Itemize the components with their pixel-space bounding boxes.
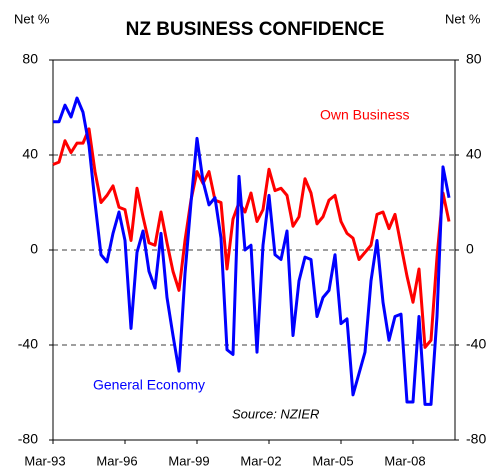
y2-tick-label: 80: [466, 51, 482, 67]
x-tick-label: Mar-99: [168, 453, 209, 468]
y2-tick-label: 0: [466, 241, 474, 257]
y2-tick-label: -40: [466, 336, 486, 352]
series-line: [52, 127, 451, 349]
series-label: Own Business: [320, 107, 409, 123]
y-tick-label: 80: [22, 51, 38, 67]
source-note: Source: NZIER: [232, 406, 319, 421]
x-tick-label: Mar-96: [96, 453, 137, 468]
y-tick-label: 40: [22, 146, 38, 162]
y-tick-label: -40: [18, 336, 38, 352]
x-tick-label: Mar-02: [240, 453, 281, 468]
y-tick-label: 0: [30, 241, 38, 257]
series-label: General Economy: [93, 377, 205, 393]
y-tick-label: -80: [18, 431, 38, 447]
y2-tick-label: 40: [466, 146, 482, 162]
x-tick-label: Mar-93: [24, 453, 65, 468]
x-tick-label: Mar-05: [312, 453, 353, 468]
x-tick-label: Mar-08: [384, 453, 425, 468]
y-axis-label: Net %: [14, 11, 50, 26]
chart-title: NZ BUSINESS CONFIDENCE: [126, 19, 385, 40]
y2-axis-label: Net %: [445, 11, 481, 26]
series-line: [53, 96, 451, 406]
y2-tick-label: -80: [466, 431, 486, 447]
